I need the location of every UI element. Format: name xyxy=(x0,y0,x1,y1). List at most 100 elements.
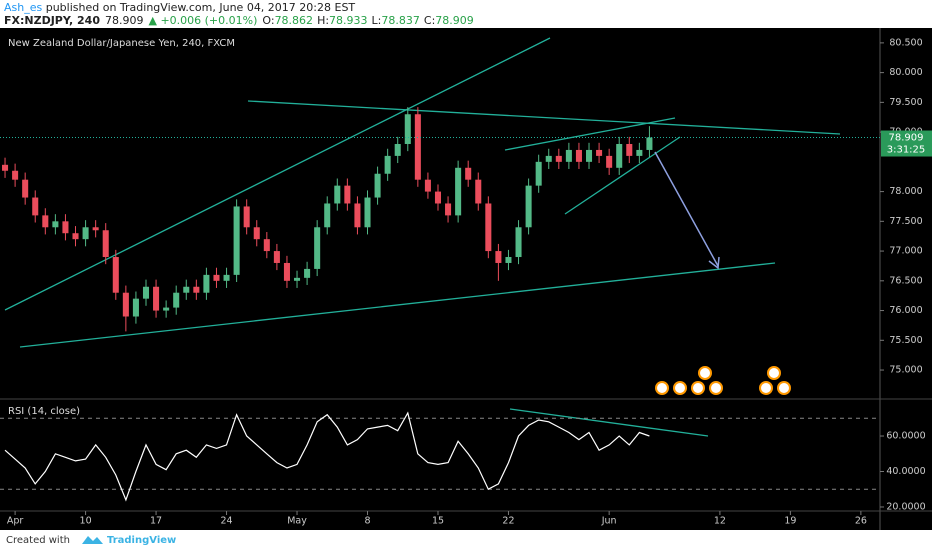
candle-body xyxy=(102,230,109,258)
y-tick-label: 77.000 xyxy=(889,246,922,257)
event-icon[interactable] xyxy=(698,366,712,380)
ohlc-value: 78.909 xyxy=(435,14,474,27)
candle-body xyxy=(374,173,381,198)
candle-body xyxy=(253,227,260,240)
candle-body xyxy=(404,114,411,144)
trend-line xyxy=(4,37,551,311)
candle-body xyxy=(565,149,572,162)
trend-line xyxy=(247,100,841,135)
logo xyxy=(82,536,103,544)
y-tick-label: 77.500 xyxy=(889,216,922,227)
y-tick-label: 76.000 xyxy=(889,305,922,316)
candle-body xyxy=(344,185,351,204)
x-tick-label: 17 xyxy=(150,516,162,527)
candle-body xyxy=(2,164,9,171)
event-icon[interactable] xyxy=(767,366,781,380)
ohlc-key: C: xyxy=(424,14,435,27)
candle-body xyxy=(233,206,240,275)
x-tick-label: 19 xyxy=(784,516,796,527)
candle-body xyxy=(535,161,542,186)
candle-body xyxy=(505,257,512,263)
candle-body xyxy=(183,286,190,293)
change: ▲ +0.006 (+0.01%) xyxy=(148,14,257,27)
y-tick-label: 79.500 xyxy=(889,97,922,108)
candle-body xyxy=(153,286,160,311)
candle-body xyxy=(495,251,502,263)
candle-body xyxy=(82,227,89,240)
candle-body xyxy=(243,206,250,228)
chart-title: New Zealand Dollar/Japanese Yen, 240, FX… xyxy=(8,38,235,49)
drawings xyxy=(4,37,841,437)
event-icon[interactable] xyxy=(691,381,705,395)
x-tick-label: 15 xyxy=(432,516,444,527)
candle-body xyxy=(324,203,331,228)
candle-body xyxy=(122,292,129,317)
y-tick-label: 78.000 xyxy=(889,186,922,197)
trend-line xyxy=(564,136,681,215)
event-icon[interactable] xyxy=(655,381,669,395)
candle-body xyxy=(626,143,633,156)
candle-body xyxy=(485,203,492,252)
candle-body xyxy=(354,203,361,228)
candle-body xyxy=(12,170,19,180)
candle-body xyxy=(596,149,603,156)
author[interactable]: Ash_es xyxy=(4,1,42,14)
candle-body xyxy=(273,251,280,263)
candle-body xyxy=(555,155,562,162)
event-icon[interactable] xyxy=(759,381,773,395)
ohlc-value: 78.933 xyxy=(329,14,368,27)
trend-line xyxy=(504,117,676,151)
y-tick-label: 40.0000 xyxy=(886,466,925,477)
candle-body xyxy=(62,221,69,234)
rsi-title: RSI (14, close) xyxy=(8,406,80,417)
footer-created: Created with xyxy=(6,535,70,546)
footer-brand[interactable]: TradingView xyxy=(107,535,176,546)
candle-body xyxy=(314,227,321,269)
header-line1: Ash_es published on TradingView.com, Jun… xyxy=(4,1,355,14)
candle-body xyxy=(424,179,431,192)
header-line2: FX:NZDJPY, 240 78.909 ▲ +0.006 (+0.01%) O:7… xyxy=(4,14,474,27)
candle-body xyxy=(646,137,653,150)
y-tick-label: 76.500 xyxy=(889,275,922,286)
footer-background xyxy=(0,530,932,550)
ohlc-value: 78.862 xyxy=(275,14,314,27)
event-icon[interactable] xyxy=(673,381,687,395)
candle-body xyxy=(475,179,482,204)
candle-body xyxy=(394,143,401,156)
ohlc-key: L: xyxy=(372,14,382,27)
countdown: 3:31:25 xyxy=(887,145,926,156)
candle-body xyxy=(434,191,442,204)
candle-body xyxy=(72,233,79,240)
trend-line xyxy=(19,262,776,348)
arrow-head xyxy=(708,256,720,270)
candle-body xyxy=(465,167,472,180)
x-tick-label: Jun xyxy=(601,516,617,527)
candle-body xyxy=(193,286,200,293)
event-icon[interactable] xyxy=(777,381,791,395)
candle-body xyxy=(445,203,452,216)
last-price-box xyxy=(881,130,932,157)
published: published on TradingView.com, June 04, 2… xyxy=(42,1,355,14)
x-tick-label: 26 xyxy=(855,516,867,527)
last: 78.909 xyxy=(105,14,144,27)
x-tick-label: 22 xyxy=(502,516,514,527)
y-tick-label: 60.0000 xyxy=(886,431,925,442)
candle-body xyxy=(142,286,150,299)
candle-body xyxy=(585,149,593,162)
candle-body xyxy=(263,239,270,252)
candle-body xyxy=(213,274,220,281)
candle-body xyxy=(575,149,582,162)
candle-body xyxy=(525,185,532,228)
candle-body xyxy=(294,277,301,281)
candle-body xyxy=(112,257,119,293)
candle-body xyxy=(203,274,210,293)
y-tick-label: 75.000 xyxy=(889,365,922,376)
last-price-label: 78.909 xyxy=(889,133,924,144)
candle-body xyxy=(52,221,59,228)
y-tick-label: 80.000 xyxy=(889,67,922,78)
x-tick-label: 10 xyxy=(80,516,92,527)
event-icon[interactable] xyxy=(709,381,723,395)
candle-body xyxy=(92,227,99,231)
candle-body xyxy=(636,149,643,156)
